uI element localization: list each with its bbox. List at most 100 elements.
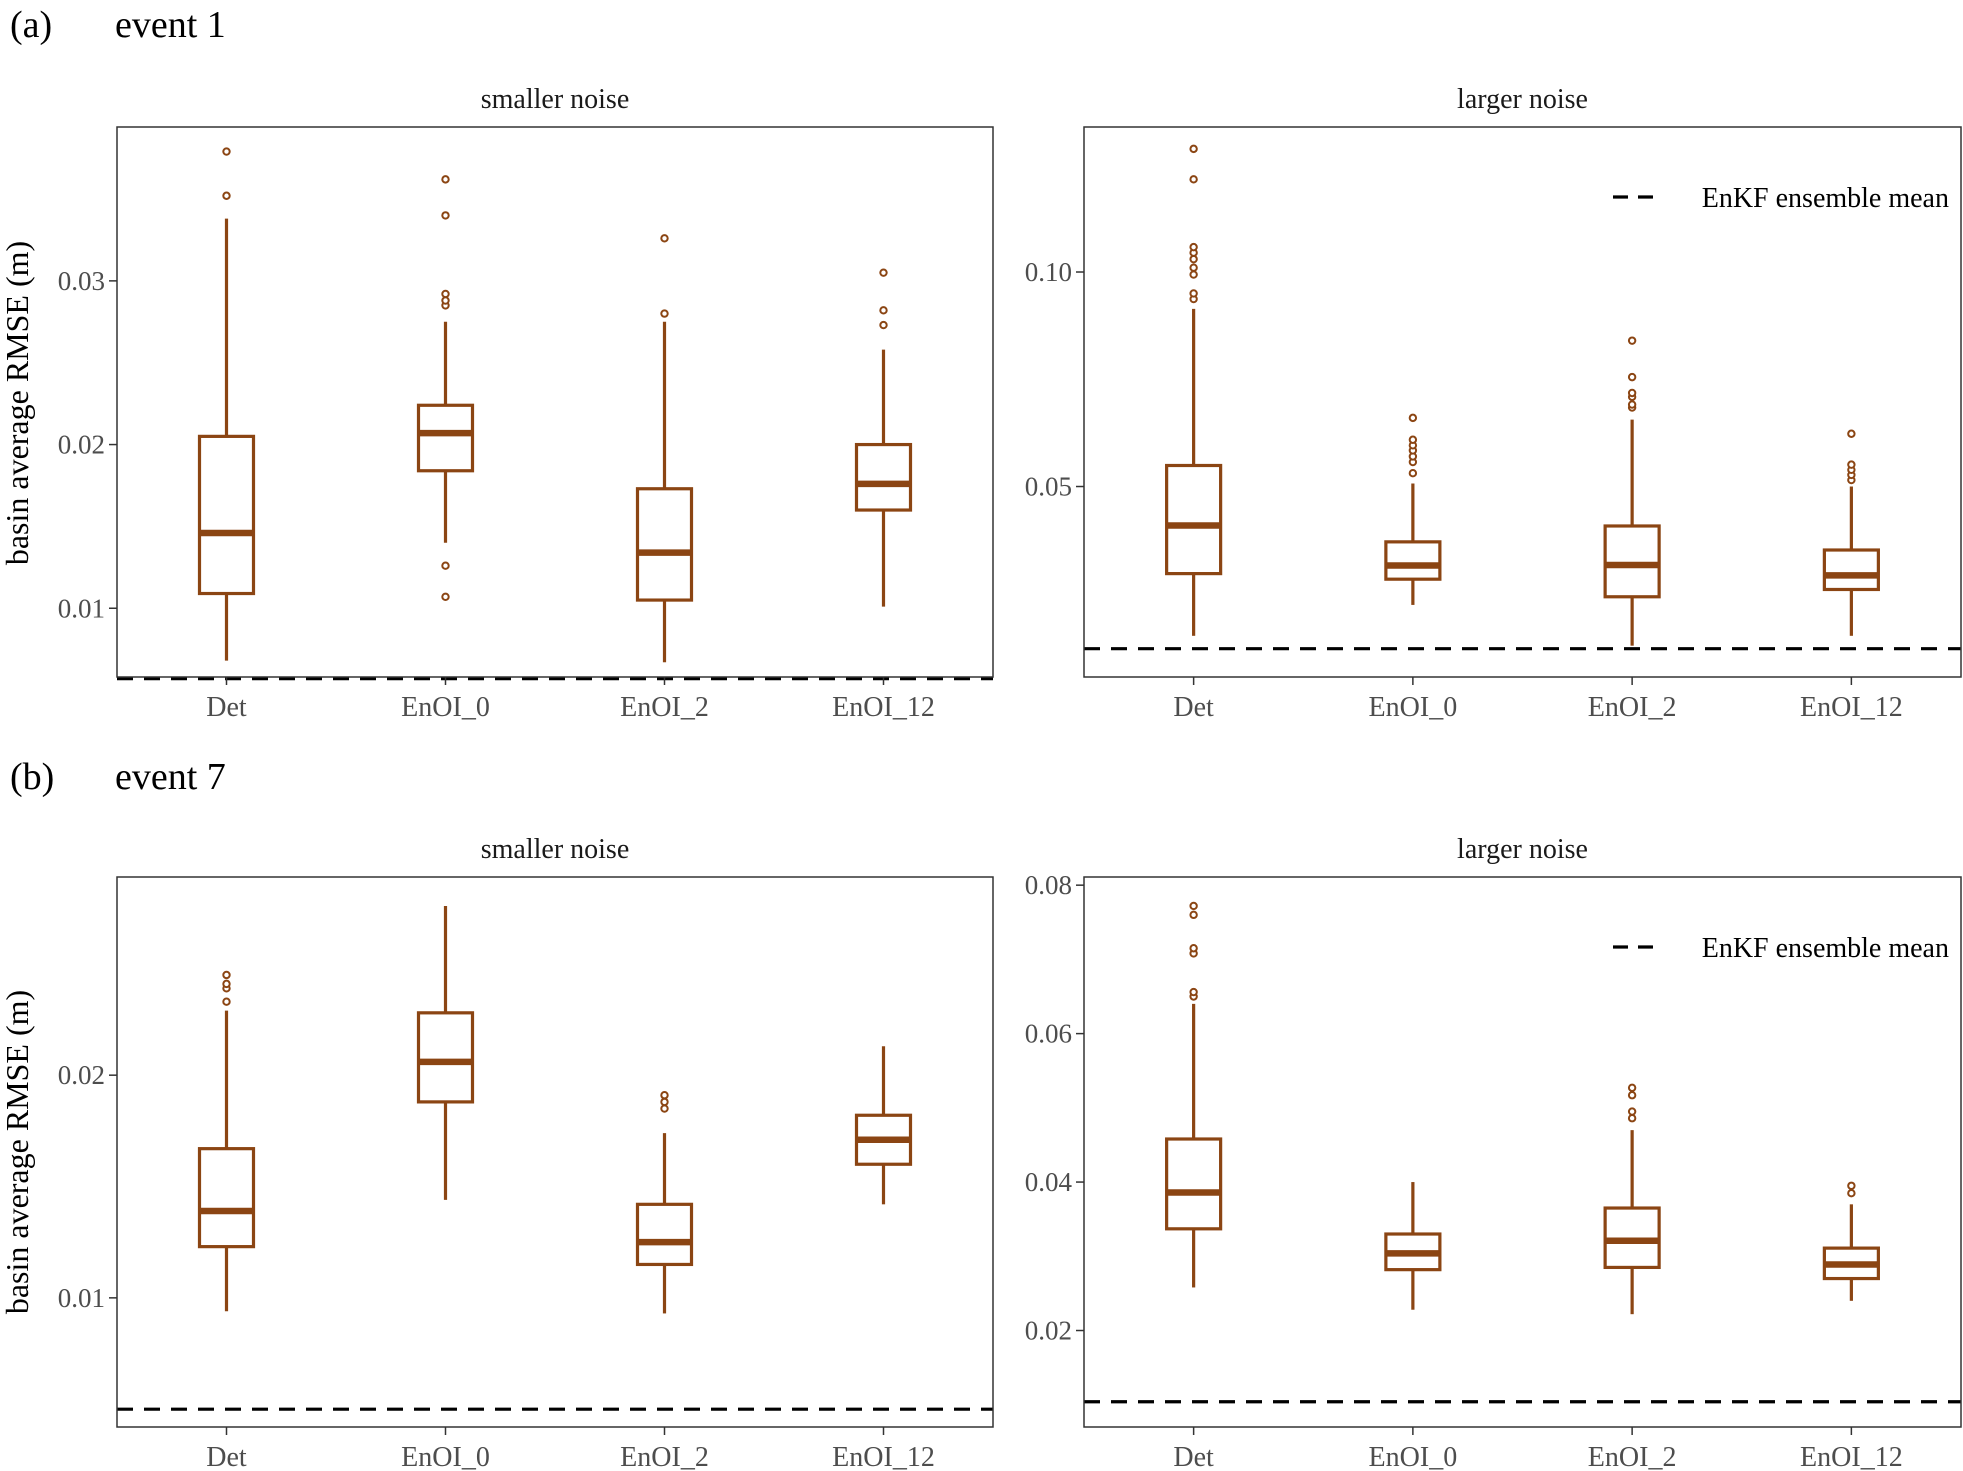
outlier-point: [1627, 388, 1637, 398]
section-b-title: event 7: [115, 756, 226, 798]
outlier-point: [1847, 1181, 1856, 1190]
legend-label: EnKF ensemble mean: [1702, 183, 1949, 214]
box-iqr: [635, 1202, 694, 1267]
box-enoi-2: [1603, 1083, 1661, 1315]
outlier-point: [1408, 413, 1418, 423]
outlier-point: [1627, 1107, 1637, 1116]
box-det: [1165, 144, 1223, 636]
outlier-point: [222, 997, 231, 1006]
outlier-point: [222, 979, 231, 989]
panel-title: smaller noise: [481, 834, 630, 865]
x-tick-label: EnOI_0: [1369, 692, 1458, 723]
outlier-point: [1627, 400, 1637, 409]
outlier-point: [879, 268, 888, 277]
box-enoi-2: [635, 234, 694, 663]
y-tick-label: 0.02: [58, 430, 105, 460]
box-enoi-2: [635, 1091, 694, 1314]
x-tick-label: EnOI_12: [1800, 1442, 1903, 1471]
plot-frame: [116, 876, 994, 1428]
box-enoi-12: [854, 268, 913, 607]
outlier-point: [660, 1091, 669, 1100]
outlier-point: [1408, 435, 1418, 444]
plot-frame: [116, 126, 994, 678]
outlier-point: [1847, 460, 1856, 469]
outlier-point: [1189, 270, 1198, 279]
box-enoi-0: [416, 905, 475, 1200]
x-tick-label: Det: [206, 1442, 247, 1471]
box-det: [197, 970, 256, 1312]
y-tick-label: 0.05: [1025, 472, 1072, 502]
box-iqr: [854, 442, 913, 512]
x-tick-label: EnOI_2: [620, 692, 709, 723]
box-det: [1165, 901, 1223, 1288]
x-tick-label: EnOI_2: [1588, 1442, 1677, 1471]
box-iqr: [1165, 463, 1223, 576]
outlier-point: [1189, 944, 1198, 953]
section-a-tag: (a): [10, 4, 52, 46]
outlier-point: [1189, 987, 1198, 997]
x-tick-label: EnOI_12: [832, 692, 935, 723]
x-tick-label: EnOI_12: [832, 1442, 935, 1471]
outlier-point: [222, 191, 231, 200]
section-a-title: event 1: [115, 4, 226, 46]
y-tick-label: 0.02: [58, 1060, 105, 1090]
outlier-point: [1627, 1114, 1637, 1123]
y-axis-label-bottom: basin average RMSE (m): [0, 990, 35, 1314]
outlier-point: [1189, 901, 1198, 911]
box-iqr: [635, 487, 694, 602]
outlier-point: [441, 561, 450, 570]
outlier-point: [441, 289, 450, 299]
y-tick-label: 0.06: [1025, 1019, 1072, 1049]
x-tick-label: EnOI_2: [1588, 692, 1677, 723]
outlier-point: [222, 147, 231, 156]
plot-frame: [1083, 126, 1962, 678]
box-det: [197, 147, 256, 661]
box-iqr: [197, 1147, 256, 1249]
box-iqr: [1603, 524, 1661, 599]
outlier-point: [1189, 289, 1198, 298]
outlier-point: [660, 309, 669, 318]
x-tick-label: EnOI_0: [401, 692, 490, 723]
outlier-point: [441, 592, 450, 601]
y-axis-label-top: basin average RMSE (m): [0, 241, 35, 565]
outlier-point: [1408, 469, 1418, 478]
y-tick-label: 0.02: [1025, 1316, 1072, 1346]
outlier-point: [1847, 1188, 1856, 1198]
panel-title: larger noise: [1457, 834, 1588, 865]
box-iqr: [1165, 1137, 1223, 1231]
outlier-point: [879, 306, 888, 315]
outlier-point: [441, 175, 450, 184]
box-enoi-0: [1384, 1182, 1442, 1310]
chart-panel-4: larger noise 0.02 0.04 0.06 0.08 Det EnOI_0 EnO…: [1025, 834, 1962, 1471]
box-iqr: [416, 403, 475, 473]
outlier-point: [1189, 263, 1198, 272]
y-tick-label: 0.01: [58, 593, 105, 623]
y-tick-label: 0.01: [58, 1283, 105, 1313]
box-enoi-12: [1822, 1181, 1880, 1301]
chart-panel-1: smaller noise 0.01 0.02 0.03 Det EnOI_0 EnOI_2…: [58, 84, 994, 723]
box-enoi-12: [854, 1046, 913, 1205]
outlier-point: [1627, 1083, 1637, 1092]
box-enoi-12: [1822, 429, 1880, 636]
outlier-point: [1189, 242, 1198, 252]
outlier-point: [1627, 336, 1637, 345]
outlier-point: [660, 234, 669, 243]
x-tick-label: EnOI_0: [401, 1442, 490, 1471]
box-enoi-2: [1603, 336, 1661, 646]
box-enoi-0: [1384, 413, 1442, 605]
x-tick-label: EnOI_12: [1800, 692, 1903, 723]
outlier-point: [1627, 1091, 1637, 1100]
panel-title: smaller noise: [481, 84, 630, 115]
y-tick-label: 0.03: [58, 266, 105, 296]
outlier-point: [1847, 429, 1856, 438]
outlier-point: [1189, 910, 1198, 920]
x-tick-label: EnOI_0: [1369, 1442, 1458, 1471]
outlier-point: [1189, 175, 1198, 184]
outlier-point: [1627, 372, 1637, 382]
y-tick-label: 0.04: [1025, 1167, 1073, 1197]
outlier-point: [1189, 144, 1198, 154]
x-tick-label: EnOI_2: [620, 1442, 709, 1471]
box-iqr: [416, 1011, 475, 1104]
box-iqr: [1822, 548, 1880, 592]
